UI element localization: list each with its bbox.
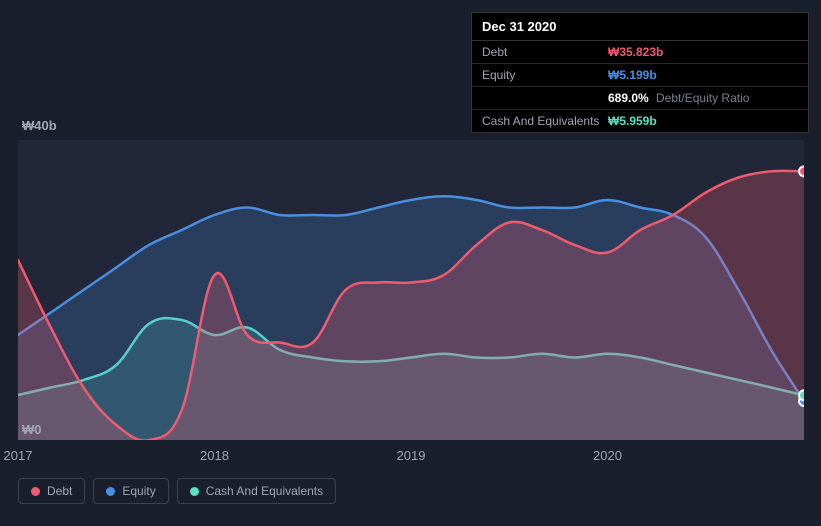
legend-item-debt[interactable]: Debt — [18, 478, 85, 504]
y-axis-label-bottom: ₩0 — [22, 422, 42, 437]
x-axis-tick: 2020 — [593, 448, 622, 463]
chart-legend: Debt Equity Cash And Equivalents — [18, 478, 336, 504]
legend-dot-icon — [106, 487, 115, 496]
tooltip-row-value: 689.0% Debt/Equity Ratio — [608, 91, 749, 105]
legend-label: Cash And Equivalents — [206, 484, 323, 498]
legend-dot-icon — [190, 487, 199, 496]
tooltip-row-value: ₩5.959b — [608, 114, 657, 128]
tooltip-row-label: Debt — [482, 45, 608, 59]
legend-dot-icon — [31, 487, 40, 496]
tooltip-row: 689.0% Debt/Equity Ratio — [472, 87, 808, 110]
y-axis-label-top: ₩40b — [22, 118, 57, 133]
tooltip-row: Cash And Equivalents₩5.959b — [472, 110, 808, 132]
tooltip-row-sublabel: Debt/Equity Ratio — [653, 91, 750, 105]
tooltip-row-label: Cash And Equivalents — [482, 114, 608, 128]
x-axis-tick: 2017 — [4, 448, 33, 463]
legend-item-cash-and-equivalents[interactable]: Cash And Equivalents — [177, 478, 336, 504]
legend-label: Equity — [122, 484, 155, 498]
x-axis-labels: 2017201820192020 — [18, 448, 804, 466]
tooltip-row-value: ₩35.823b — [608, 45, 663, 59]
x-axis-tick: 2019 — [397, 448, 426, 463]
tooltip-row-label — [482, 91, 608, 105]
tooltip-date: Dec 31 2020 — [472, 13, 808, 41]
legend-item-equity[interactable]: Equity — [93, 478, 168, 504]
legend-label: Debt — [47, 484, 72, 498]
tooltip-row-label: Equity — [482, 68, 608, 82]
tooltip-row: Debt₩35.823b — [472, 41, 808, 64]
x-axis-tick: 2018 — [200, 448, 229, 463]
tooltip-row: Equity₩5.199b — [472, 64, 808, 87]
tooltip-row-value: ₩5.199b — [608, 68, 657, 82]
chart-plot-area[interactable] — [18, 140, 804, 440]
chart-tooltip: Dec 31 2020 Debt₩35.823bEquity₩5.199b689… — [471, 12, 809, 133]
